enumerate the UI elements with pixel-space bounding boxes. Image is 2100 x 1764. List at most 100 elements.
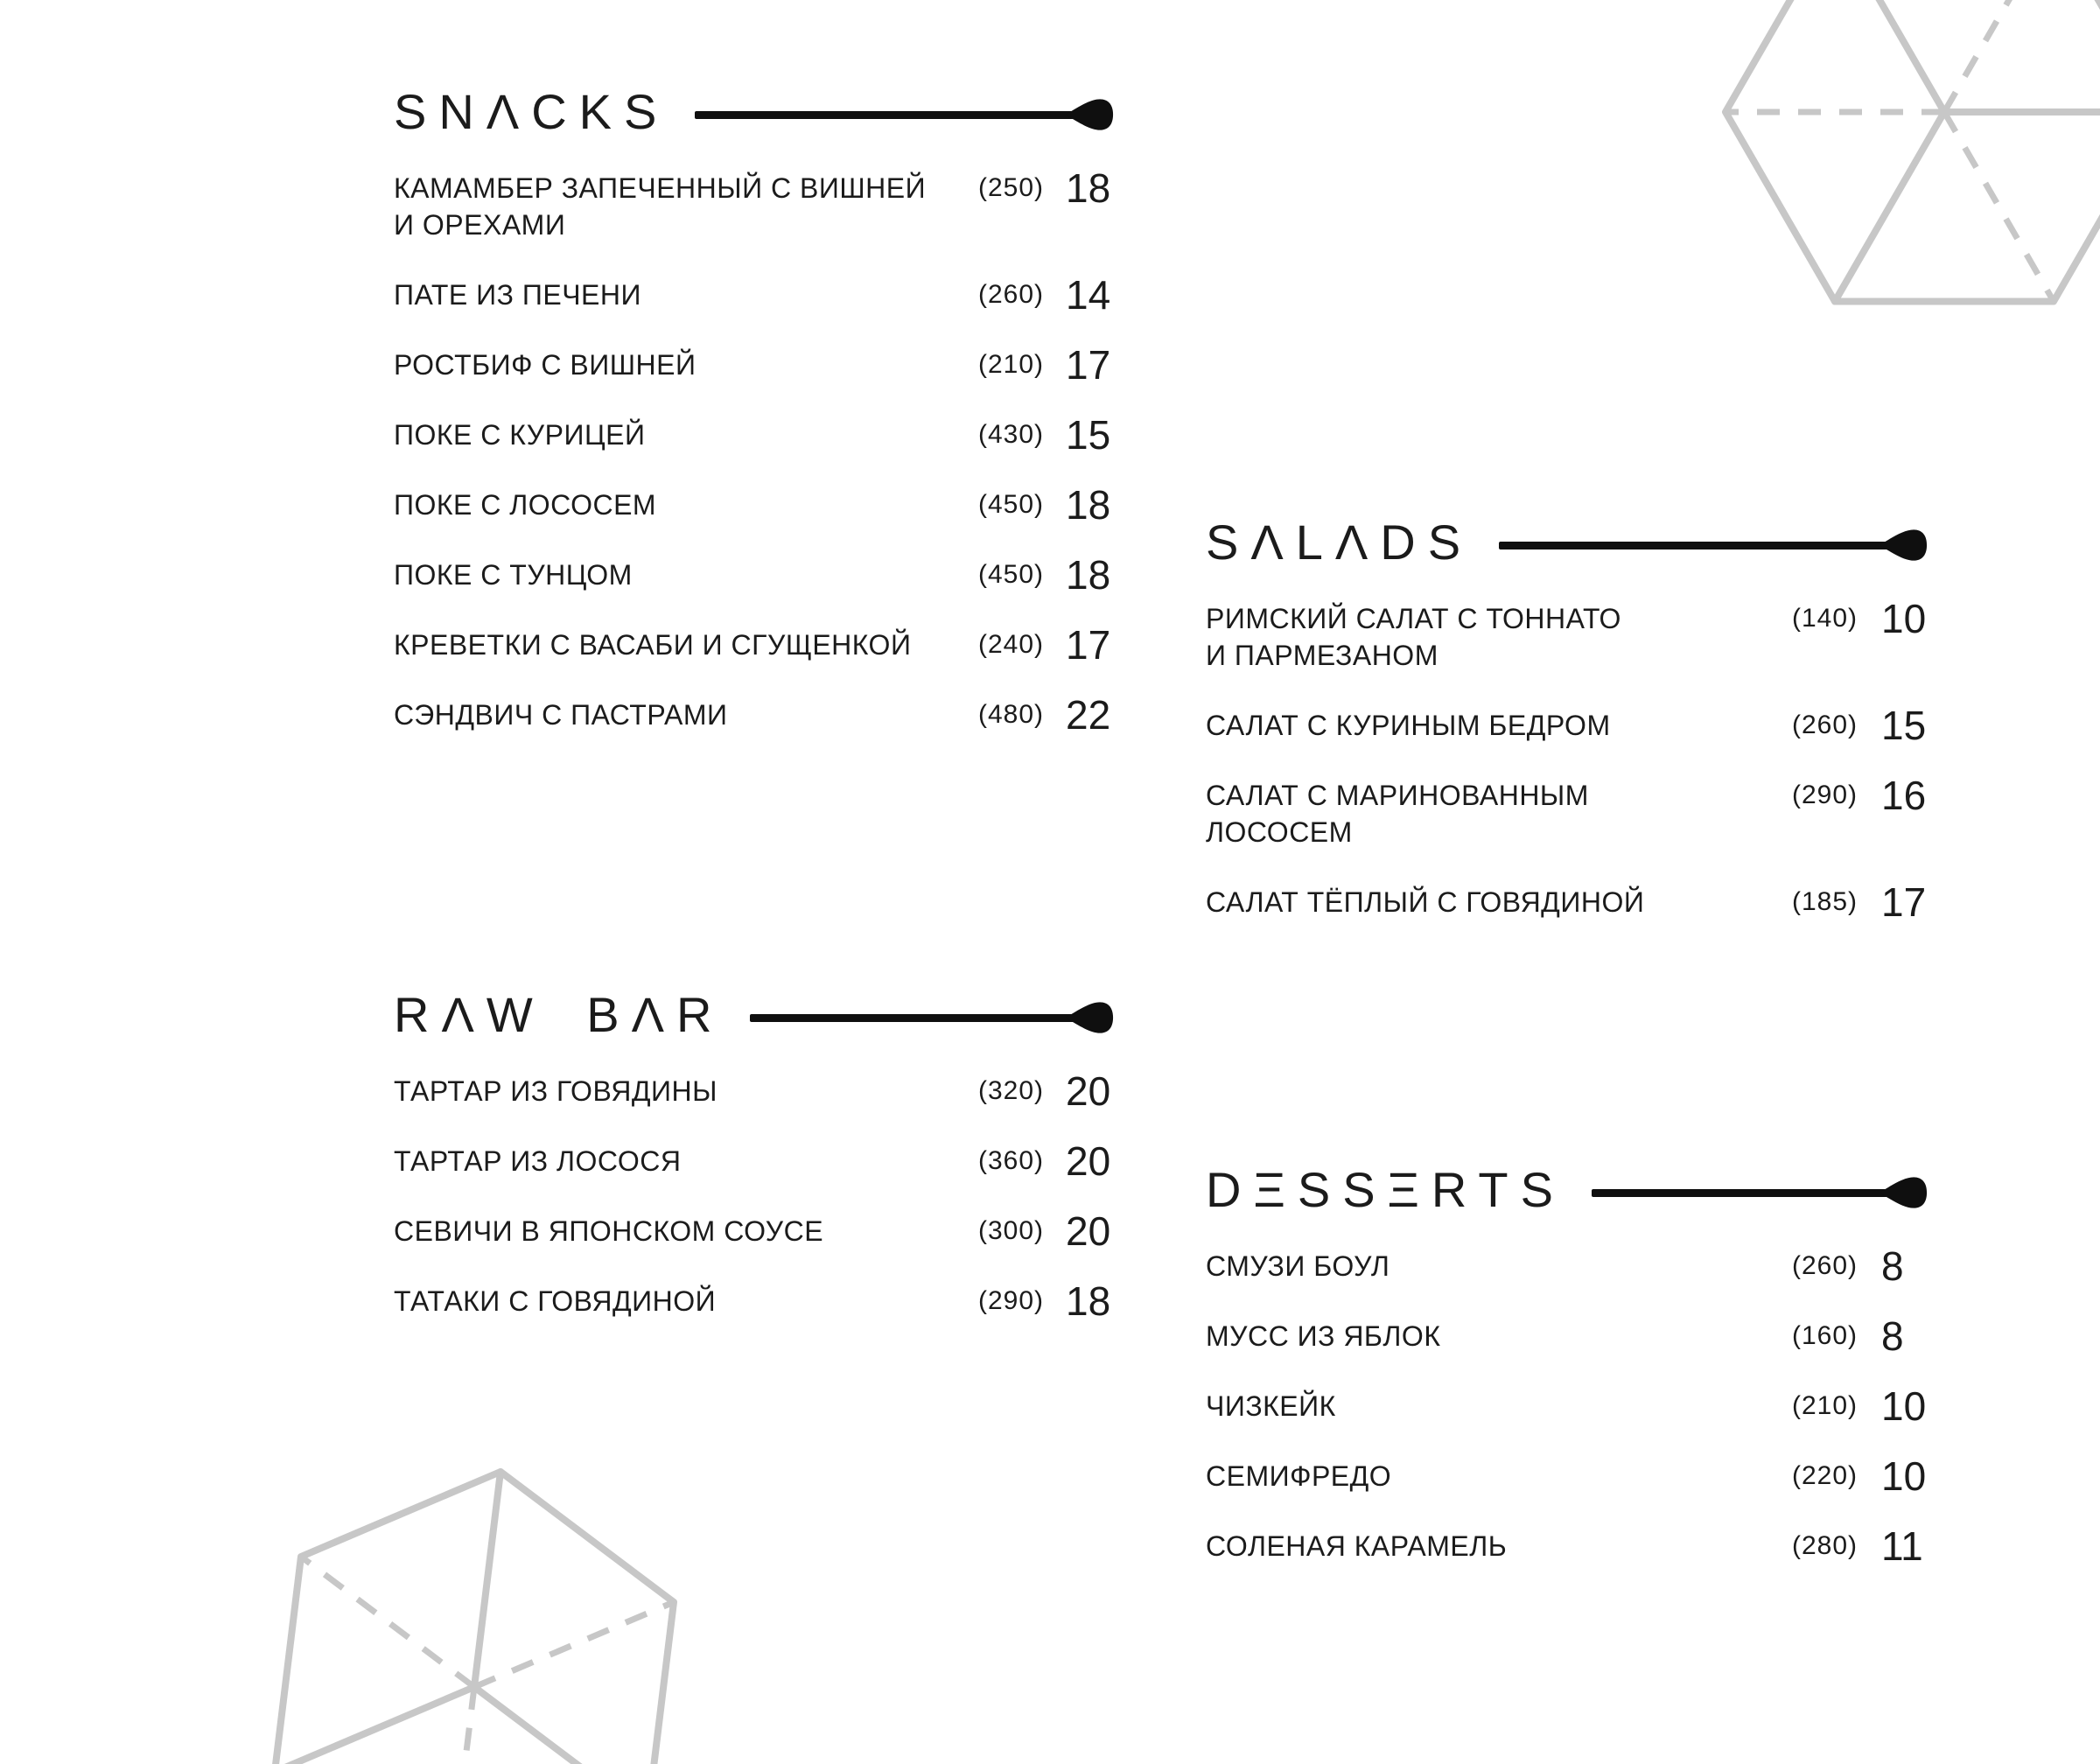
item-list-salads: РИМСКИЙ САЛАТ С ТОННАТО И ПАРМЕЗАНОМ (14… [1206,596,1927,925]
menu-item: САЛАТ С КУРИНЫМ БЕДРОМ (260) 15 [1206,703,1927,748]
item-weight: (280) [1792,1531,1858,1560]
item-name: СМУЗИ БОУЛ [1206,1250,1390,1282]
item-weight: (140) [1792,604,1858,633]
item-name: СЭНДВИЧ С ПАСТРАМИ [394,699,728,731]
menu-item: КАМАМБЕР ЗАПЕЧЕННЫЙ С ВИШНЕЙ И ОРЕХАМИ (… [394,165,1113,243]
section-header-raw-bar: RΛW BΛR [394,987,1114,1043]
cube-wireframe-bottom-left-icon [272,1468,677,1764]
item-price: 17 [1881,879,1927,925]
item-weight: (450) [978,560,1045,589]
item-weight: (450) [978,490,1045,519]
item-weight: (290) [978,1286,1045,1315]
menu-item: ТАРТАР ИЗ ЛОСОСЯ (360) 20 [394,1141,1113,1181]
menu-item: РОСТБИФ С ВИШНЕЙ (210) 17 [394,342,1113,388]
item-price: 10 [1881,1383,1927,1429]
item-name: ПОКЕ С ЛОСОСЕМ [394,489,657,521]
rule-teardrop-icon [1879,529,1928,561]
item-list-raw-bar: ТАРТАР ИЗ ГОВЯДИНЫ (320) 20 ТАРТАР ИЗ ЛО… [394,1068,1113,1324]
item-price: 17 [1066,342,1111,388]
item-price: 18 [1066,1278,1111,1324]
menu-item: КРЕВЕТКИ С ВАСАБИ И СГУЩЕНКОЙ (240) 17 [394,625,1113,665]
rule-teardrop-icon [1879,1177,1928,1208]
item-price: 18 [1066,552,1111,598]
item-price: 10 [1881,1453,1927,1499]
item-weight: (430) [978,420,1045,449]
section-header-desserts: DΞSSΞRTS [1206,1162,1928,1218]
section-title-snacks: SNΛCKS [394,84,669,139]
item-name: САЛАТ ТЁПЛЫЙ С ГОВЯДИНОЙ [1206,886,1645,918]
menu-item: СМУЗИ БОУЛ (260) 8 [1206,1243,1927,1289]
section-header-salads: SΛLΛDS [1206,514,1928,570]
section-title-desserts: DΞSSΞRTS [1206,1162,1565,1217]
item-name: СОЛЕНАЯ КАРАМЕЛЬ [1206,1530,1508,1562]
section-rule [695,99,1114,130]
item-price: 8 [1881,1243,1904,1289]
item-weight: (260) [1792,1251,1858,1280]
menu-item: ПОКЕ С ТУНЦОМ (450) 18 [394,552,1113,598]
item-name: САЛАТ С МАРИНОВАННЫМ ЛОСОСЕМ [1206,780,1589,848]
item-price: 22 [1066,692,1111,738]
item-name: РОСТБИФ С ВИШНЕЙ [394,349,696,381]
menu-item: МУСС ИЗ ЯБЛОК (160) 8 [1206,1313,1927,1359]
item-weight: (185) [1792,887,1858,916]
item-name: СЕМИФРЕДО [1206,1460,1392,1492]
menu-item: СОЛЕНАЯ КАРАМЕЛЬ (280) 11 [1206,1526,1927,1566]
item-name: ТАРТАР ИЗ ЛОСОСЯ [394,1145,682,1177]
item-weight: (210) [978,350,1045,379]
menu-item: ПОКЕ С ЛОСОСЕМ (450) 18 [394,482,1113,528]
item-name: КРЕВЕТКИ С ВАСАБИ И СГУЩЕНКОЙ [394,629,912,661]
item-name: РИМСКИЙ САЛАТ С ТОННАТО И ПАРМЕЗАНОМ [1206,603,1621,671]
section-snacks: SNΛCKS КАМАМБЕР ЗАПЕЧЕННЫЙ С ВИШНЕЙ И ОР… [394,84,1114,738]
section-title-raw-bar: RΛW BΛR [394,987,724,1042]
rule-teardrop-icon [1065,99,1114,130]
item-name: ТАРТАР ИЗ ГОВЯДИНЫ [394,1075,718,1107]
menu-item: САЛАТ ТЁПЛЫЙ С ГОВЯДИНОЙ (185) 17 [1206,879,1927,925]
item-name: ПОКЕ С КУРИЦЕЙ [394,419,646,451]
item-name: КАМАМБЕР ЗАПЕЧЕННЫЙ С ВИШНЕЙ И ОРЕХАМИ [394,172,927,241]
menu-item: ПАТЕ ИЗ ПЕЧЕНИ (260) 14 [394,272,1113,318]
item-weight: (160) [1792,1321,1858,1350]
section-desserts: DΞSSΞRTS СМУЗИ БОУЛ (260) 8 МУСС ИЗ ЯБЛО… [1206,1162,1928,1566]
item-weight: (290) [1792,780,1858,809]
menu-item: ПОКЕ С КУРИЦЕЙ (430) 15 [394,412,1113,458]
section-salads: SΛLΛDS РИМСКИЙ САЛАТ С ТОННАТО И ПАРМЕЗА… [1206,514,1928,925]
item-list-desserts: СМУЗИ БОУЛ (260) 8 МУСС ИЗ ЯБЛОК (160) 8… [1206,1243,1927,1566]
item-weight: (260) [1792,710,1858,739]
section-rule [1591,1177,1928,1208]
item-name: ТАТАКИ С ГОВЯДИНОЙ [394,1285,717,1317]
item-name: ЧИЗКЕЙК [1206,1390,1336,1422]
cube-wireframe-top-right-icon [1722,0,2100,305]
item-list-snacks: КАМАМБЕР ЗАПЕЧЕННЫЙ С ВИШНЕЙ И ОРЕХАМИ (… [394,165,1113,738]
item-weight: (240) [978,630,1045,659]
item-weight: (220) [1792,1461,1858,1490]
item-price: 10 [1881,596,1927,641]
item-price: 18 [1066,165,1111,211]
item-name: ПАТЕ ИЗ ПЕЧЕНИ [394,279,641,311]
menu-item: СЕМИФРЕДО (220) 10 [1206,1453,1927,1499]
item-name: СЕВИЧИ В ЯПОНСКОМ СОУСЕ [394,1215,824,1247]
section-header-snacks: SNΛCKS [394,84,1114,140]
section-raw-bar: RΛW BΛR ТАРТАР ИЗ ГОВЯДИНЫ (320) 20 ТАРТ… [394,987,1114,1324]
item-price: 8 [1881,1313,1904,1359]
section-rule [1499,529,1928,561]
item-weight: (300) [978,1216,1045,1245]
item-price: 14 [1066,272,1111,318]
menu-item: САЛАТ С МАРИНОВАННЫМ ЛОСОСЕМ (290) 16 [1206,773,1927,850]
rule-teardrop-icon [1065,1002,1114,1033]
menu-item: РИМСКИЙ САЛАТ С ТОННАТО И ПАРМЕЗАНОМ (14… [1206,596,1927,674]
section-title-salads: SΛLΛDS [1206,514,1474,570]
menu-item: ЧИЗКЕЙК (210) 10 [1206,1383,1927,1429]
menu-item: ТАТАКИ С ГОВЯДИНОЙ (290) 18 [394,1278,1113,1324]
item-price: 18 [1066,482,1111,528]
item-price: 20 [1066,1068,1111,1114]
item-weight: (250) [978,173,1045,202]
menu-item: ТАРТАР ИЗ ГОВЯДИНЫ (320) 20 [394,1068,1113,1114]
item-weight: (360) [978,1146,1045,1175]
item-price: 15 [1066,412,1111,458]
item-name: ПОКЕ С ТУНЦОМ [394,559,633,591]
section-rule [750,1002,1114,1033]
item-weight: (260) [978,280,1045,309]
item-price: 15 [1881,703,1927,748]
item-price: 16 [1881,773,1927,818]
